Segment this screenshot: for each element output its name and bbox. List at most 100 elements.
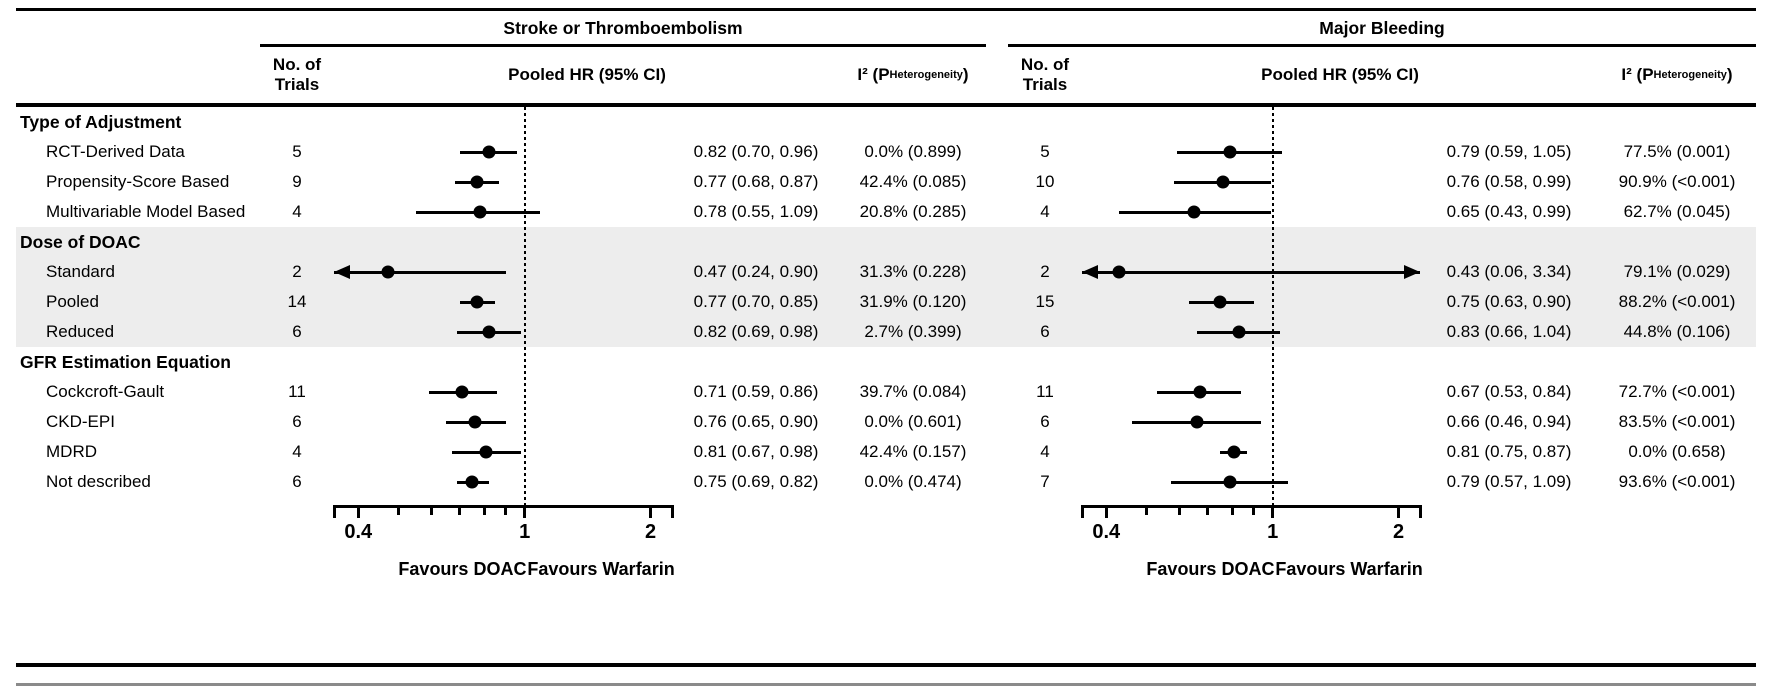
hr-value: 0.78 (0.55, 1.09) — [693, 202, 819, 221]
trials-count: 4 — [292, 442, 302, 461]
reference-line — [523, 377, 527, 407]
table-row: RCT-Derived Data 5 0.82 (0.70, 0.96) 0.0% (… — [16, 137, 1756, 167]
axis-tick — [1418, 505, 1422, 518]
trials-count: 11 — [1036, 382, 1054, 401]
point-estimate-marker — [381, 265, 395, 279]
reference-line — [523, 347, 527, 377]
reference-line — [1271, 497, 1275, 508]
axis-tick-label: 0.4 — [1092, 521, 1121, 543]
panel-gap — [986, 227, 1008, 257]
panel-gap — [986, 107, 1008, 137]
reference-line — [523, 497, 527, 508]
panel-gap — [986, 137, 1008, 167]
axis-spacer-hr — [672, 497, 840, 555]
i2-value — [1598, 347, 1756, 377]
hr-value: 0.82 (0.69, 0.98) — [693, 322, 819, 341]
axis-tick — [649, 505, 653, 518]
ci-plot — [334, 167, 672, 197]
point-estimate-marker — [1213, 295, 1227, 309]
i2-value: 31.3% (0.228) — [859, 262, 967, 281]
ci-arrow-left-icon — [334, 265, 350, 279]
point-estimate-marker — [1193, 385, 1207, 399]
hr-value: 0.79 (0.57, 1.09) — [1446, 472, 1572, 491]
forest-rows: Type of Adjustment RCT-Derived Data 5 0.82 … — [16, 107, 1756, 497]
ci-plot — [334, 347, 672, 377]
trials-count: 11 — [288, 382, 306, 401]
axis-line — [1082, 505, 1420, 508]
point-estimate-marker — [482, 145, 496, 159]
axis-tick — [397, 505, 401, 515]
reference-line — [523, 317, 527, 347]
trials-count — [1008, 227, 1082, 257]
trials-count: 14 — [287, 292, 307, 311]
hr-value: 0.76 (0.58, 0.99) — [1446, 172, 1572, 191]
axis-tick — [1230, 505, 1234, 515]
point-estimate-marker — [1216, 175, 1230, 189]
reference-line — [523, 137, 527, 167]
reference-line — [1271, 197, 1275, 227]
axis-tick — [523, 505, 527, 518]
col-header-hr-left: Pooled HR (95% CI) — [508, 65, 666, 85]
i2-value: 39.7% (0.084) — [859, 382, 967, 401]
trials-count: 6 — [292, 412, 302, 431]
ci-plot — [334, 437, 672, 467]
hr-value — [672, 107, 840, 137]
i2-value — [840, 347, 986, 377]
hr-value: 0.82 (0.70, 0.96) — [693, 142, 819, 161]
point-estimate-marker — [482, 325, 496, 339]
favours-spacer-label — [16, 555, 260, 591]
i2-value: 72.7% (<0.001) — [1618, 382, 1736, 401]
hr-value: 0.77 (0.70, 0.85) — [693, 292, 819, 311]
i2-value: 31.9% (0.120) — [859, 292, 967, 311]
hr-value: 0.47 (0.24, 0.90) — [693, 262, 819, 281]
axis-tick — [356, 505, 360, 518]
table-row: MDRD 4 0.81 (0.67, 0.98) 42.4% (0.157) 4 0.81… — [16, 437, 1756, 467]
axis-tick-label: 1 — [519, 521, 531, 543]
figure-edge-rule — [16, 683, 1756, 686]
ci-plot — [1082, 347, 1420, 377]
trials-count: 10 — [1035, 172, 1055, 191]
axis-tick-label: 2 — [1393, 521, 1405, 543]
i2-value: 62.7% (0.045) — [1623, 202, 1731, 221]
hr-value: 0.66 (0.46, 0.94) — [1446, 412, 1572, 431]
point-estimate-marker — [1227, 445, 1241, 459]
reference-line — [1271, 167, 1275, 197]
axis-tick — [1397, 505, 1401, 518]
axis-tick — [670, 505, 674, 518]
point-estimate-marker — [1223, 475, 1237, 489]
trials-count — [260, 107, 334, 137]
table-row: Not described 6 0.75 (0.69, 0.82) 0.0% (0.4… — [16, 467, 1756, 497]
reference-line — [1271, 107, 1275, 137]
hr-value: 0.77 (0.68, 0.87) — [693, 172, 819, 191]
table-row: CKD-EPI 6 0.76 (0.65, 0.90) 0.0% (0.601) 6 0.… — [16, 407, 1756, 437]
axis-tick — [332, 505, 336, 518]
i2-value: 77.5% (0.001) — [1623, 142, 1731, 161]
table-row: Multivariable Model Based 4 0.78 (0.55, 1.… — [16, 197, 1756, 227]
ci-arrow-right-icon — [1404, 265, 1420, 279]
point-estimate-marker — [1187, 205, 1201, 219]
group-header-row: GFR Estimation Equation — [16, 347, 1756, 377]
panel-gap — [986, 377, 1008, 407]
ci-plot — [1082, 317, 1420, 347]
axis-line — [334, 505, 672, 508]
row-label: MDRD — [46, 442, 97, 461]
hr-value: 0.79 (0.59, 1.05) — [1446, 142, 1572, 161]
reference-line — [523, 287, 527, 317]
reference-line — [523, 107, 527, 137]
group-header-row: Dose of DOAC — [16, 227, 1756, 257]
reference-line — [1271, 407, 1275, 437]
point-estimate-marker — [465, 475, 479, 489]
bottom-gap — [16, 667, 1756, 683]
axis-tick — [1206, 505, 1210, 515]
ci-arrow-left-icon — [1082, 265, 1098, 279]
i2-value — [840, 107, 986, 137]
favours-warfarin-label: Favours Warfarin — [527, 559, 675, 579]
trials-count — [260, 227, 334, 257]
trials-count: 9 — [292, 172, 302, 191]
trials-count: 4 — [1040, 202, 1050, 221]
favours-warfarin-label: Favours Warfarin — [1275, 559, 1423, 579]
hr-value — [672, 227, 840, 257]
row-label: Not described — [46, 472, 151, 491]
table-row: Cockcroft-Gault 11 0.71 (0.59, 0.86) 39.7% … — [16, 377, 1756, 407]
